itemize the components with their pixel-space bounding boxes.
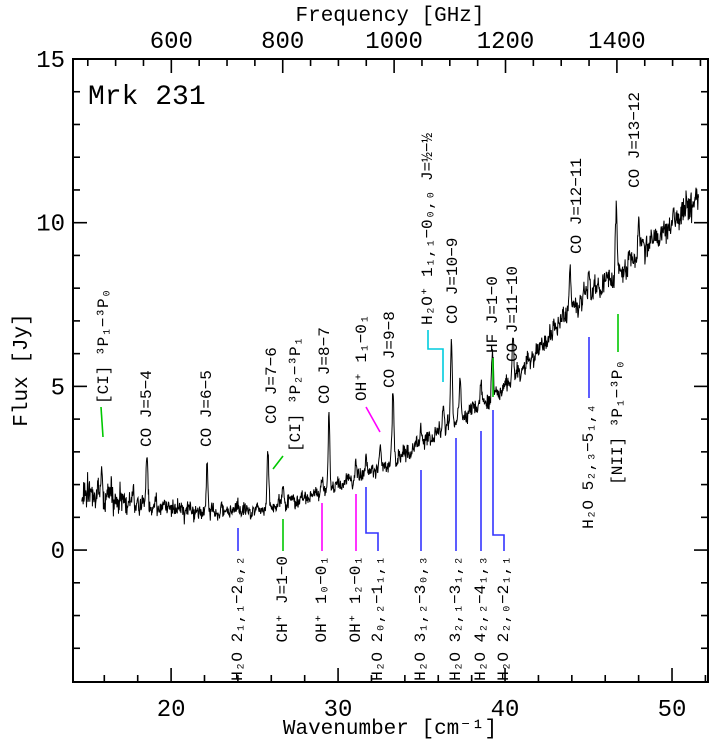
line-label-ohp-12-01: OH⁺ 1₂−0₁ <box>347 556 365 642</box>
top-tick-label-1400: 1400 <box>588 29 646 56</box>
line-connector-h2op-111-000 <box>427 330 444 382</box>
x-tick-label-50: 50 <box>658 697 687 724</box>
line-label-ci-3p1-3p0: [CI] ³P₁−³P₀ <box>95 289 113 404</box>
spectrum-trace <box>81 187 699 525</box>
line-label-co-7-6: CO J=7−6 <box>263 347 281 424</box>
line-label-h2o-202-111: H₂O 2₀,₂−1₁,₁ <box>369 556 387 681</box>
line-label-h2o-312-303: H₂O 3₁,₂−3₀,₃ <box>412 556 430 681</box>
x-tick-label-40: 40 <box>491 697 520 724</box>
line-label-ohp-10-01: OH⁺ 1₀−0₁ <box>313 556 331 642</box>
line-connector-ci-3p1-3p0 <box>100 406 104 438</box>
line-label-h2o-220-211: H₂O 2₂,₀−2₁,₁ <box>495 556 513 681</box>
line-label-nii-3p1-3p0: [NII] ³P₁−³P₀ <box>609 360 627 485</box>
line-label-h2o-523-514: H₂O 5₂,₃−5₁,₄ <box>580 404 598 529</box>
top-tick-label-800: 800 <box>261 29 304 56</box>
line-connector-h2o-202-111 <box>365 487 379 551</box>
y-tick-label-15: 15 <box>36 48 65 75</box>
line-label-co-9-8: CO J=9−8 <box>381 311 399 388</box>
plot-title: Mrk 231 <box>88 82 206 113</box>
axis-tick-labels: 20 30 40 50 600 800 1000 1200 1400 0 5 10 15 <box>36 29 686 724</box>
line-label-co-13-12: CO J=13−12 <box>626 92 644 188</box>
line-label-co-5-4: CO J=5−4 <box>138 370 156 447</box>
y-axis-title: Flux [Jy] <box>11 313 34 426</box>
y-tick-label-0: 0 <box>51 539 65 566</box>
line-label-chp-1-0: CH⁺ J=1−0 <box>274 556 292 642</box>
x-tick-label-20: 20 <box>157 697 186 724</box>
emission-line-labels: [CI] ³P₁−³P₀ CO J=5−4 CO J=6−5 CO J=7−6 [CI]… <box>95 92 644 681</box>
line-label-ohp-11-01: OH⁺ 1₁−0₁ <box>353 315 371 401</box>
line-label-co-8-7: CO J=8−7 <box>316 327 334 404</box>
line-connector-ohp-11-01 <box>365 406 381 433</box>
line-label-ci-3p2-3p1: [CI] ³P₂−³P₁ <box>287 337 305 452</box>
line-label-hf-1-0: HF J=1−0 <box>484 276 502 353</box>
y-tick-label-10: 10 <box>36 212 65 239</box>
line-label-h2o-321-312: H₂O 3₂,₁−3₁,₂ <box>447 556 465 681</box>
line-label-co-6-5: CO J=6−5 <box>198 370 216 447</box>
line-label-h2o-422-413: H₂O 4₂,₂−4₁,₃ <box>472 556 490 681</box>
line-label-h2o-211-202: H₂O 2₁,₁−2₀,₂ <box>229 556 247 681</box>
plot-frame <box>72 58 709 683</box>
line-label-co-10-9: CO J=10−9 <box>444 238 462 324</box>
line-connector-h2o-220-211 <box>492 410 505 551</box>
top-axis-title: Frequency [GHz] <box>295 5 484 28</box>
x-tick-label-30: 30 <box>324 697 353 724</box>
line-label-co-12-11: CO J=12−11 <box>568 158 586 254</box>
x-axis-title: Wavenumber [cm⁻¹] <box>283 718 497 741</box>
axis-ticks <box>73 58 708 682</box>
y-tick-label-5: 5 <box>51 375 65 402</box>
line-connector-ci-3p2-3p1 <box>272 455 284 470</box>
top-tick-label-1200: 1200 <box>477 29 535 56</box>
line-label-co-11-10: CO J=11−10 <box>504 266 522 362</box>
top-tick-label-1000: 1000 <box>365 29 423 56</box>
top-tick-label-600: 600 <box>150 29 193 56</box>
line-label-h2op-111-000: H₂O⁺ 1₁,₁−0₀,₀ J=½−½ <box>419 133 437 325</box>
